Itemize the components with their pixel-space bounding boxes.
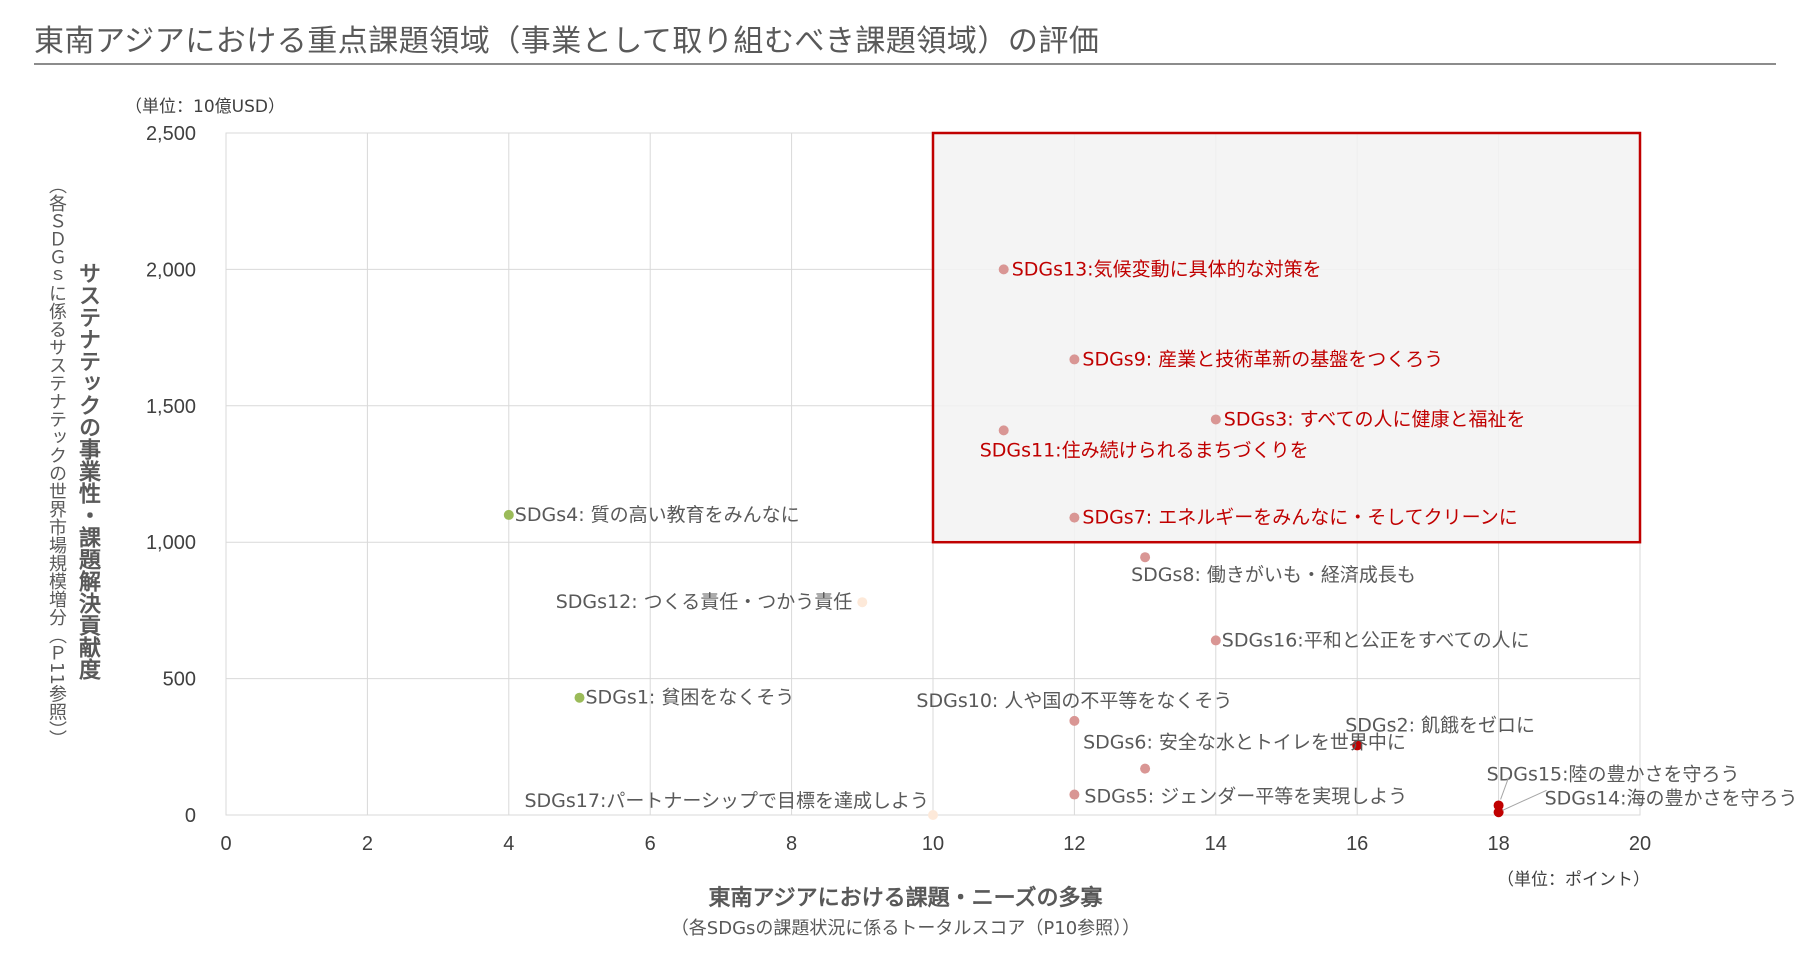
axis-layer: 0 2 4 6 8 10 12 14 16 18 20 0 500 1,000 1,500 2,000 2,50… — [146, 123, 1651, 855]
y-axis-subtitle: （各ＳＤＧｓに係るサステナテックの世界市場規模増分（Ｐ11参照）） — [46, 176, 67, 748]
y-tick-label: 2,500 — [146, 123, 196, 145]
data-label: SDGs14:海の豊かさを守ろう — [1545, 787, 1798, 809]
x-tick-label: 10 — [922, 833, 944, 855]
y-tick-label: 2,000 — [146, 259, 196, 281]
data-point — [1069, 512, 1080, 523]
leader-line — [1502, 789, 1547, 811]
data-point — [857, 597, 868, 608]
data-point — [503, 509, 514, 520]
data-point — [1210, 635, 1221, 646]
data-label: SDGs11:住み続けられるまちづくりを — [980, 439, 1309, 461]
data-point — [1140, 552, 1151, 563]
x-tick-label: 16 — [1346, 833, 1368, 855]
data-label: SDGs8: 働きがいも・経済成長も — [1131, 564, 1416, 586]
data-point — [1352, 740, 1363, 751]
x-tick-label: 18 — [1487, 833, 1509, 855]
page-title: 東南アジアにおける重点課題領域（事業として取り組むべき課題領域）の評価 — [34, 24, 1100, 59]
data-point — [1069, 715, 1080, 726]
data-label: SDGs10: 人や国の不平等をなくそう — [916, 690, 1232, 712]
data-label: SDGs7: エネルギーをみんなに・そしてクリーンに — [1082, 507, 1517, 529]
x-tick-label: 6 — [645, 833, 656, 855]
x-tick-label: 20 — [1629, 833, 1651, 855]
x-tick-label: 12 — [1063, 833, 1085, 855]
data-point — [1210, 414, 1221, 425]
highlight-region-layer — [931, 131, 1642, 544]
y-tick-label: 1,500 — [146, 396, 196, 418]
label-layer: SDGs13:気候変動に具体的な対策を SDGs9: 産業と技術革新の基盤をつくろ… — [515, 258, 1798, 812]
x-tick-label: 4 — [503, 833, 514, 855]
data-point — [998, 264, 1009, 275]
data-label: SDGs15:陸の豊かさを守ろう — [1487, 763, 1740, 785]
data-point — [1069, 789, 1080, 800]
y-tick-label: 500 — [163, 669, 196, 691]
y-unit-label: （単位：10億USD） — [125, 97, 285, 117]
data-label: SDGs6: 安全な水とトイレを世界中に — [1083, 732, 1406, 754]
data-point — [1493, 807, 1504, 818]
data-label: SDGs1: 貧困をなくそう — [586, 687, 795, 709]
data-point — [928, 810, 938, 820]
x-tick-label: 2 — [362, 833, 373, 855]
highlight-region — [931, 131, 1642, 544]
x-tick-label: 14 — [1205, 833, 1227, 855]
data-label: SDGs3: すべての人に健康と福祉を — [1224, 408, 1526, 430]
title-divider — [34, 63, 1776, 65]
y-tick-label: 0 — [185, 805, 196, 827]
y-tick-label: 1,000 — [146, 532, 196, 554]
data-label: SDGs16:平和と公正をすべての人に — [1222, 629, 1530, 651]
x-axis-title: 東南アジアにおける課題・ニーズの多寡 — [708, 886, 1103, 911]
leader-line — [1500, 777, 1510, 800]
y-axis-title: サステナテックの事業性・課題解決貢献度 — [75, 262, 100, 680]
point-layer — [503, 264, 1504, 820]
data-label: SDGs13:気候変動に具体的な対策を — [1012, 258, 1322, 280]
x-tick-label: 8 — [786, 833, 797, 855]
data-label: SDGs2: 飢餓をゼロに — [1345, 714, 1535, 736]
data-label: SDGs17:パートナーシップで目標を達成しよう — [524, 790, 929, 812]
x-unit-label: （単位：ポイント） — [1497, 870, 1650, 890]
data-point — [1069, 354, 1080, 365]
data-label: SDGs4: 質の高い教育をみんなに — [515, 504, 800, 526]
data-point — [998, 425, 1009, 436]
x-axis-subtitle: （各SDGsの課題状況に係るトータルスコア（P10参照）） — [670, 918, 1141, 939]
x-tick-label: 0 — [220, 833, 231, 855]
data-point — [1140, 763, 1151, 774]
data-label: SDGs5: ジェンダー平等を実現しよう — [1084, 786, 1407, 808]
data-label: SDGs12: つくる責任・つかう責任 — [556, 591, 853, 613]
data-label: SDGs9: 産業と技術革新の基盤をつくろう — [1082, 348, 1443, 370]
data-point — [574, 692, 585, 703]
